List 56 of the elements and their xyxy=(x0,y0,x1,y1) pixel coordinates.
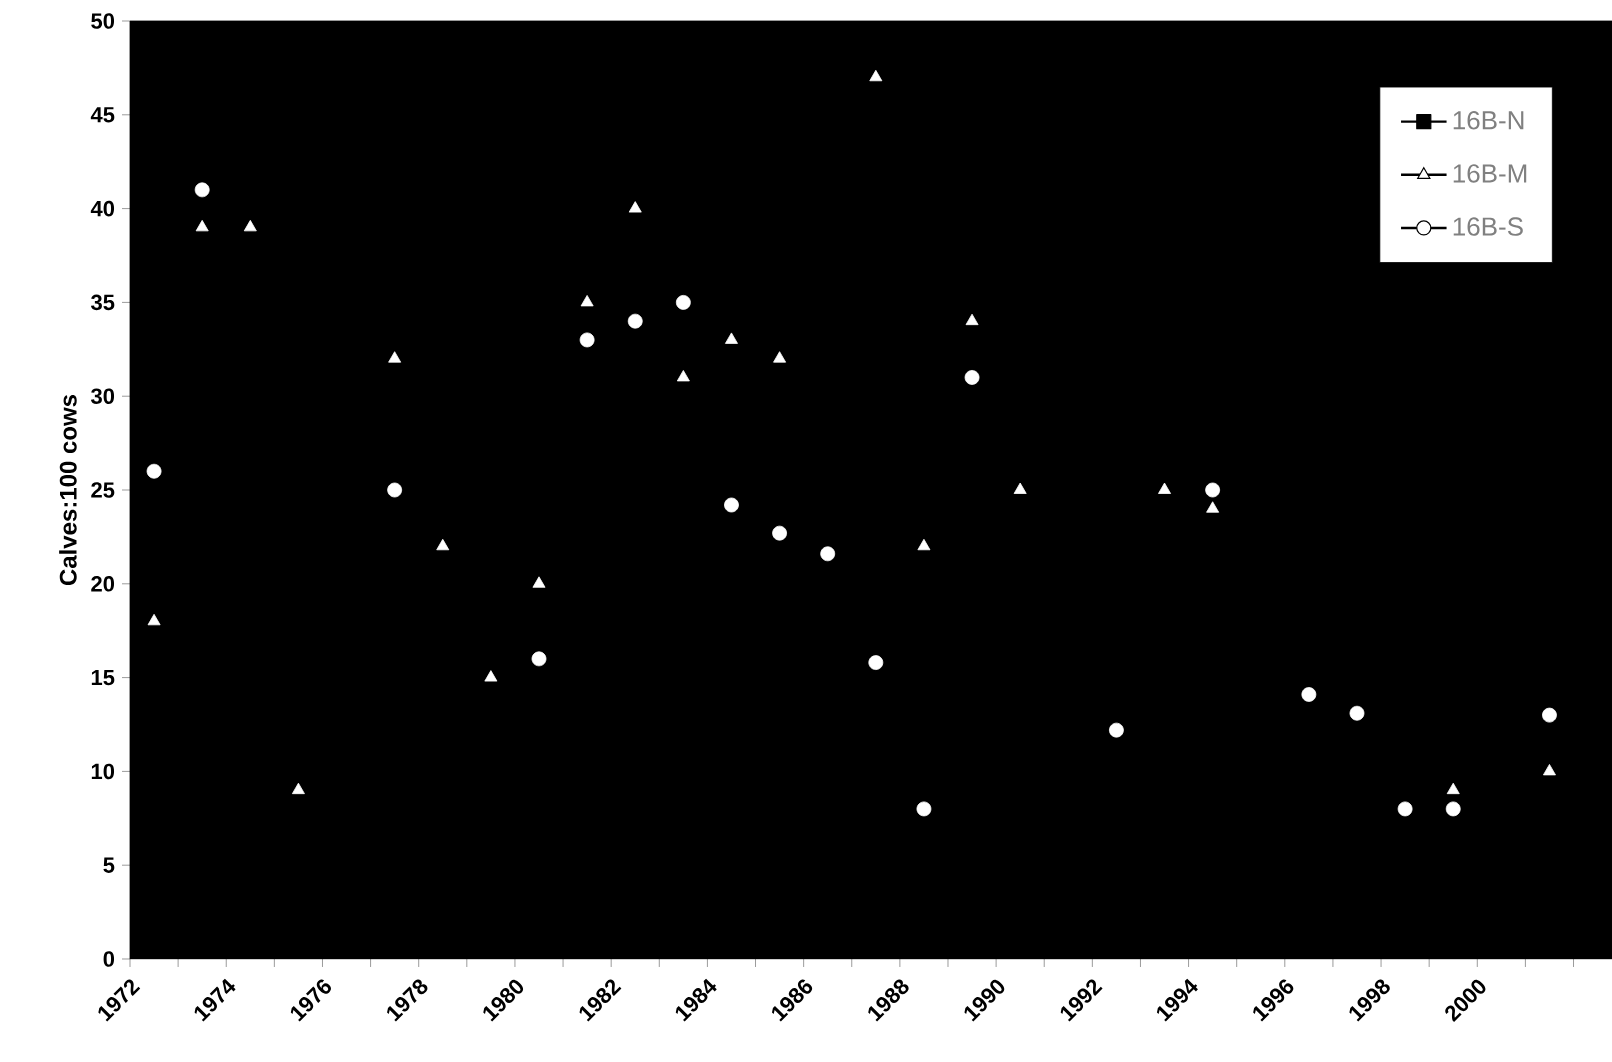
point xyxy=(772,525,787,541)
point xyxy=(725,332,738,344)
point xyxy=(965,313,979,326)
y-tick-label: 5 xyxy=(103,857,115,873)
y-tick-label: 45 xyxy=(90,107,115,123)
point xyxy=(291,782,305,795)
point xyxy=(1543,764,1556,776)
point xyxy=(916,801,932,817)
y-tick-label: 30 xyxy=(90,388,115,405)
point xyxy=(436,538,450,551)
point xyxy=(531,651,547,667)
point xyxy=(1013,482,1027,494)
point xyxy=(1349,705,1365,721)
point xyxy=(532,576,546,588)
point xyxy=(580,295,594,307)
y-tick-label: 0 xyxy=(103,951,115,967)
point xyxy=(195,219,209,232)
legend-label: 16B-N xyxy=(1453,111,1524,130)
point xyxy=(869,69,883,82)
point xyxy=(724,497,739,513)
point xyxy=(773,351,787,363)
point xyxy=(194,182,210,198)
point xyxy=(1397,801,1413,817)
point xyxy=(676,370,690,382)
point xyxy=(964,370,980,385)
point xyxy=(1446,782,1460,795)
y-tick-label: 25 xyxy=(91,482,115,498)
y-tick-label: 20 xyxy=(91,576,115,592)
point xyxy=(1301,687,1317,702)
y-tick-label: 15 xyxy=(91,669,115,686)
point xyxy=(1206,501,1220,513)
y-tick-label: 35 xyxy=(90,294,115,311)
point xyxy=(1158,482,1171,494)
y-axis-title: Calves:100 cows xyxy=(59,394,77,586)
point xyxy=(243,219,257,232)
y-tick-label: 50 xyxy=(91,13,115,29)
point xyxy=(628,201,642,213)
point xyxy=(868,655,884,670)
legend-label: 16B-M xyxy=(1453,164,1527,183)
y-tick-label: 10 xyxy=(91,763,115,780)
point xyxy=(675,295,691,310)
point xyxy=(820,546,836,562)
y-tick-label: 40 xyxy=(90,200,115,217)
point xyxy=(1109,722,1124,738)
point xyxy=(1542,707,1557,723)
point xyxy=(579,332,595,348)
point xyxy=(146,463,162,479)
point xyxy=(1205,482,1221,498)
point xyxy=(917,538,931,551)
point xyxy=(484,670,498,682)
point xyxy=(147,613,161,626)
legend-label: 16B-S xyxy=(1453,217,1523,236)
point xyxy=(627,313,643,329)
point xyxy=(388,351,402,363)
point xyxy=(1445,801,1461,817)
point xyxy=(387,482,403,498)
